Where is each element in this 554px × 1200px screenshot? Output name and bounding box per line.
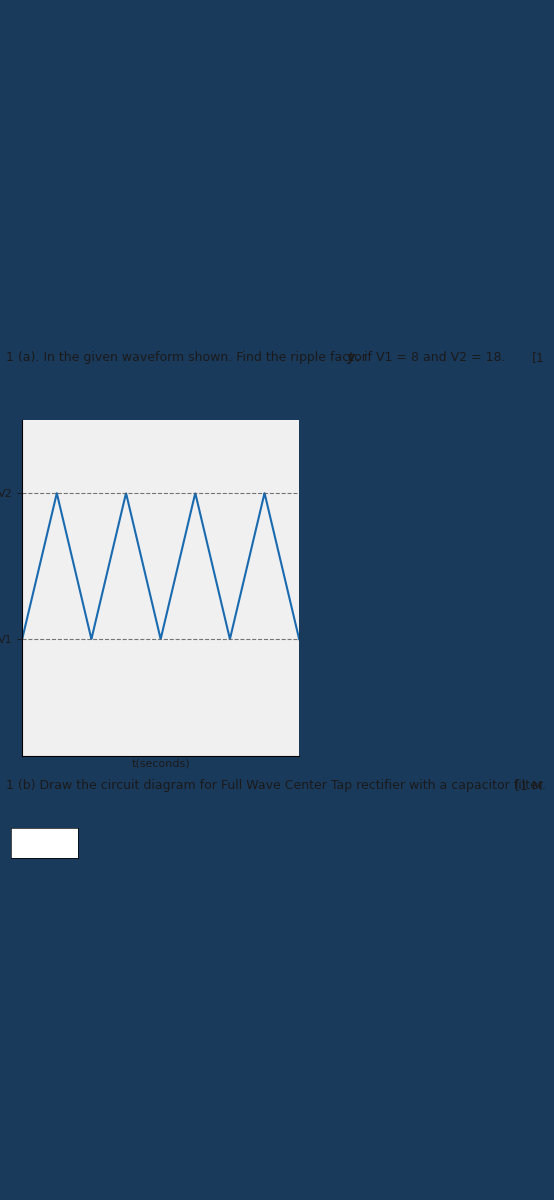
Text: , if V1 = 8 and V2 = 18.: , if V1 = 8 and V2 = 18. [356,352,506,364]
Text: 1 (b) Draw the circuit diagram for Full Wave Center Tap rectifier with a capacit: 1 (b) Draw the circuit diagram for Full … [6,780,546,792]
Text: y: y [347,352,356,364]
Text: [1 M: [1 M [515,780,543,792]
X-axis label: t(seconds): t(seconds) [131,758,190,769]
Text: 1 (a). In the given waveform shown. Find the ripple factor: 1 (a). In the given waveform shown. Find… [6,352,371,364]
Text: [1: [1 [532,352,545,364]
